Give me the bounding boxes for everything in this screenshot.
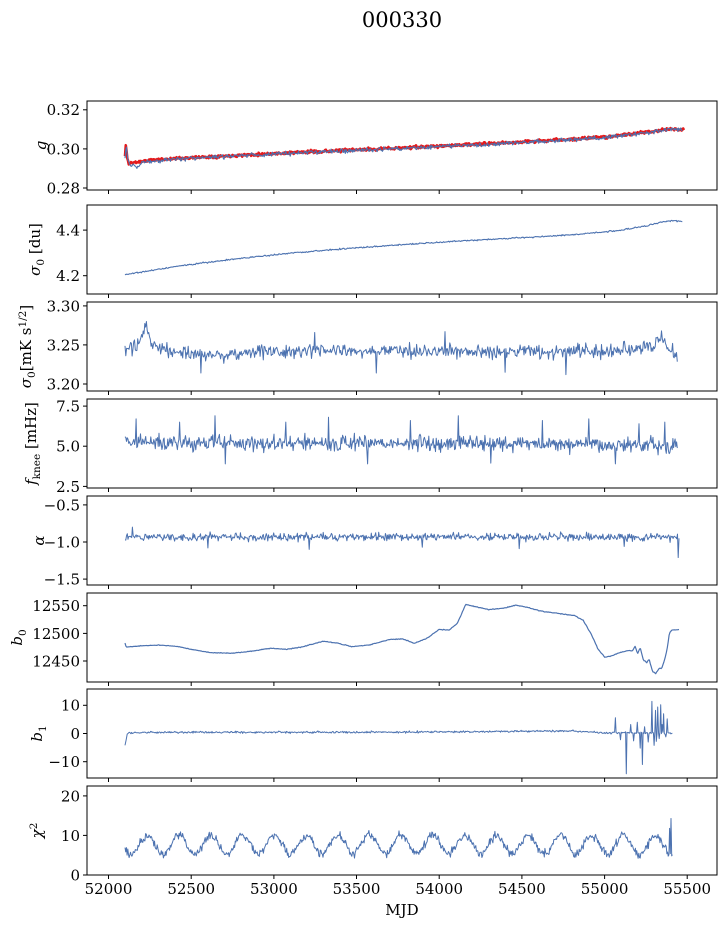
y-tick-label: −1.5	[44, 571, 80, 589]
x-tick-label: 54000	[415, 880, 463, 898]
x-tick-label: 52000	[85, 880, 133, 898]
series-b1	[124, 700, 673, 775]
series-sigma0-mK	[124, 321, 678, 376]
y-tick-label: −1.0	[44, 533, 80, 551]
y-tick-label: 0	[70, 725, 80, 743]
figure-title: 000330	[361, 8, 443, 32]
panel-frame	[86, 495, 718, 586]
panel-g: 0.28 0.30 0.32 g	[32, 100, 718, 197]
y-tick-label: 3.30	[47, 297, 80, 315]
y-tick-label: 3.20	[47, 375, 80, 393]
y-tick-label: 12500	[32, 625, 80, 643]
panel-frame	[86, 301, 718, 392]
y-tick-label: 4.4	[56, 222, 80, 240]
x-tick-label: 53500	[333, 880, 381, 898]
x-tick-label: 55000	[581, 880, 629, 898]
y-tick-label: 10	[61, 697, 80, 715]
series-chi2	[124, 817, 673, 859]
y-tick-label: −0.5	[44, 496, 80, 514]
series-g-raw	[124, 127, 683, 169]
series-b0	[124, 603, 680, 675]
x-tick-label: 53000	[250, 880, 298, 898]
y-tick-label: 4.2	[56, 267, 80, 285]
panel-frame	[86, 785, 718, 876]
y-axis-title: α	[30, 535, 48, 545]
y-axis-title: χ2	[28, 823, 46, 840]
panel-frame	[86, 592, 718, 683]
y-tick-label: 12450	[32, 652, 80, 670]
x-tick-label: 52500	[167, 880, 215, 898]
series-f-knee	[124, 415, 678, 465]
x-tick-label: 54500	[498, 880, 546, 898]
panel-f-knee: 2.5 5.0 7.5 fknee [mHz]	[22, 398, 718, 496]
y-tick-label: 5.0	[56, 438, 80, 456]
panel-frame	[86, 100, 718, 191]
y-tick-label: 0.28	[47, 179, 80, 197]
y-tick-label: 12550	[32, 597, 80, 615]
panel-chi2: 0 10 20 52000 52500 53000 53500 54000 54500 55000…	[28, 785, 718, 898]
panel-frame	[86, 688, 718, 779]
y-axis-title: σ0 [du]	[26, 223, 47, 276]
y-tick-label: 2.5	[56, 478, 80, 496]
y-tick-label: 7.5	[56, 398, 80, 416]
y-tick-label: 0.30	[47, 140, 80, 158]
x-tick-label: 55500	[663, 880, 711, 898]
x-axis-label: MJD	[385, 901, 419, 919]
y-tick-label: 10	[61, 827, 80, 845]
panel-frame	[86, 204, 718, 295]
y-axis-title: b0	[8, 629, 29, 645]
series-sigma0-du	[124, 219, 683, 276]
y-tick-label: 0	[70, 866, 80, 884]
y-tick-label: −10	[48, 753, 80, 771]
y-axis-title: g	[32, 141, 50, 151]
panel-alpha: −0.5 −1.0 −1.5 α	[30, 495, 718, 589]
panel-b1: −10 0 10 b1	[28, 688, 718, 782]
y-tick-label: 20	[61, 787, 80, 805]
series-g-smoothed	[123, 126, 686, 166]
y-axis-title: b1	[28, 725, 49, 741]
panel-frame	[86, 398, 718, 489]
y-axis-title: σ0[mK s1/2]	[17, 305, 38, 388]
y-axis-title: fknee [mHz]	[22, 402, 43, 486]
panel-sigma0-du: 4.2 4.4 σ0 [du]	[26, 204, 718, 298]
series-alpha	[124, 526, 680, 559]
y-tick-label: 3.25	[47, 336, 80, 354]
y-tick-label: 0.32	[47, 101, 80, 119]
panel-sigma0-mK: 3.20 3.25 3.30 σ0[mK s1/2]	[17, 297, 718, 395]
